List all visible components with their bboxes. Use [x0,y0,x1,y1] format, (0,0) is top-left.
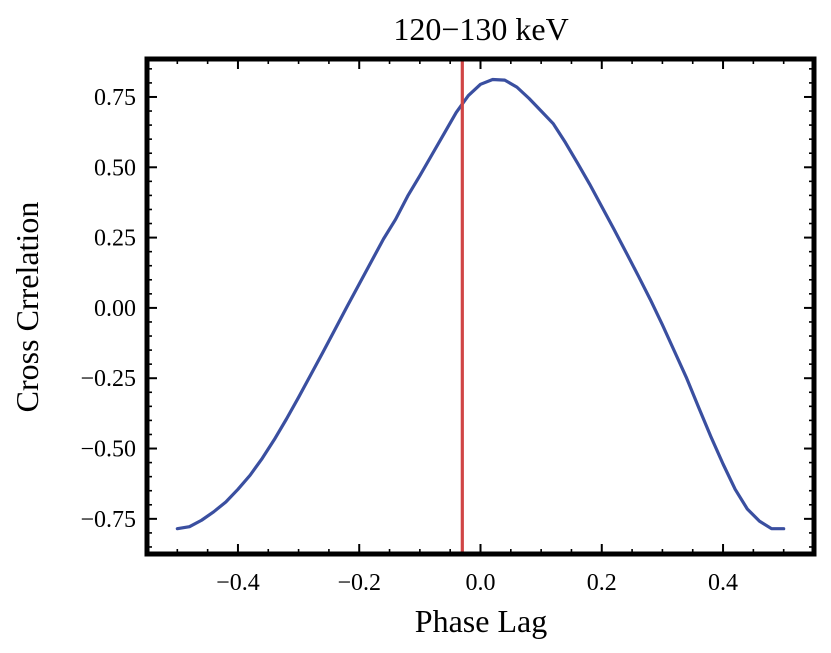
y-tick-label: 0.75 [94,85,136,111]
y-tick-label: −0.75 [80,507,136,533]
x-tick-label: −0.2 [337,570,381,596]
series-line-cross-correlation [175,77,786,531]
x-tick-label: −0.4 [216,570,260,596]
y-tick-label: 0.50 [94,155,136,181]
x-tick-label: 0.2 [587,570,617,596]
x-tick-label: 0.4 [708,570,738,596]
series-layer [175,77,786,531]
plot-frame [144,56,817,557]
y-tick-label: 0.00 [94,296,136,322]
x-tick-label: 0.0 [466,570,496,596]
y-tick-label: −0.50 [80,437,136,463]
y-tick-label: 0.25 [94,226,136,252]
chart-title: 120−130 keV [393,11,568,47]
x-axis-label: Phase Lag [415,603,547,639]
y-axis-label: Cross Crrelation [9,202,45,413]
tick-labels: −0.4 −0.2 0.0 0.2 0.4 0.75 0.50 0.25 0.00 −0.25 −0… [80,85,738,596]
y-tick-label: −0.25 [80,366,136,392]
